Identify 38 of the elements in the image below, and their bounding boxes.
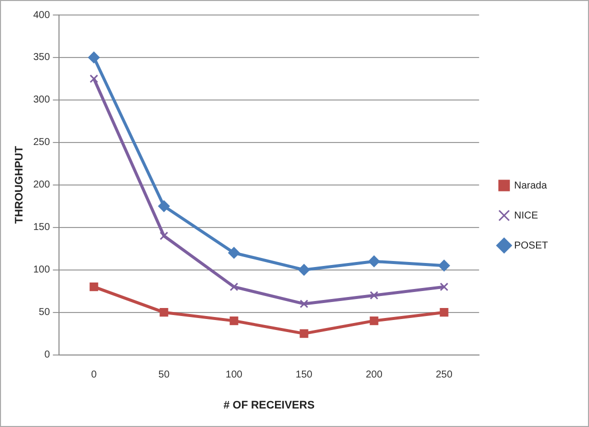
point (160, 308, 168, 317)
point (438, 260, 450, 272)
point (370, 291, 378, 300)
x-tick-label: 200 (366, 370, 383, 381)
y-axis-title: THROUGHPUT (14, 146, 26, 224)
point (228, 247, 240, 259)
y-tick-label: 50 (38, 307, 50, 318)
x-tick-label: 100 (226, 370, 243, 381)
point (368, 256, 380, 268)
y-tick-label: 350 (33, 52, 50, 64)
point (160, 232, 168, 240)
x-tick-label: 0 (91, 370, 98, 381)
point (298, 264, 310, 276)
point (230, 282, 238, 292)
point (300, 300, 308, 308)
point (90, 74, 98, 83)
point (300, 329, 308, 338)
point (440, 282, 448, 292)
y-tick-label: 300 (33, 94, 50, 106)
point (88, 52, 100, 64)
y-tick-label: 200 (33, 180, 50, 191)
legend-label: NICE (514, 210, 538, 222)
y-tick-label: 150 (33, 222, 50, 234)
x-tick-label: 150 (296, 370, 313, 381)
point (230, 316, 238, 326)
point (90, 282, 98, 292)
y-tick-label: 0 (44, 350, 50, 361)
point (370, 316, 378, 326)
y-tick-label: 250 (33, 137, 50, 148)
legend-label: Narada (514, 180, 548, 192)
x-tick-label: 50 (158, 370, 170, 381)
x-tick-label: 250 (436, 370, 453, 381)
point (440, 308, 448, 317)
y-tick-label: 400 (33, 10, 50, 21)
x-axis-title: # OF RECEIVERS (223, 399, 315, 412)
legend-label: POSET (514, 240, 548, 252)
y-tick-label: 100 (33, 264, 50, 276)
point (158, 200, 170, 212)
